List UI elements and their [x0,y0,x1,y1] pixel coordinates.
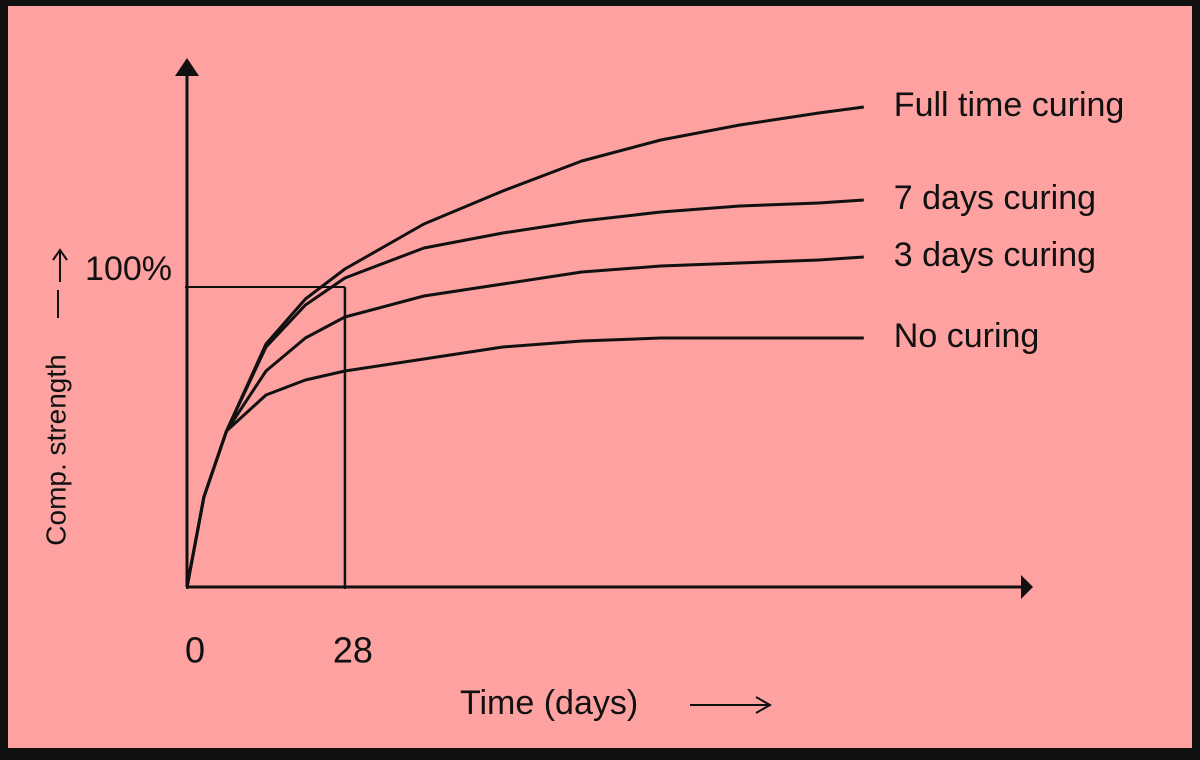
series-label: 3 days curing [894,236,1096,274]
series-line [185,336,864,588]
y-axis-arrowhead [175,58,199,76]
tick-arrow [52,248,68,282]
y-tick-label: 100% [85,250,172,288]
background [8,6,1192,748]
series-label: Full time curing [894,86,1125,124]
x-axis-arrowhead [1021,575,1033,599]
x-axis-label: Time (days) [460,684,638,722]
series-label: 7 days curing [894,179,1096,217]
series-label: No curing [894,317,1040,355]
x-tick-label: 0 [185,630,205,671]
y-axis-label: Comp. strength [40,354,71,545]
x-axis-arrow [690,696,773,714]
x-tick-label: 28 [333,630,373,671]
